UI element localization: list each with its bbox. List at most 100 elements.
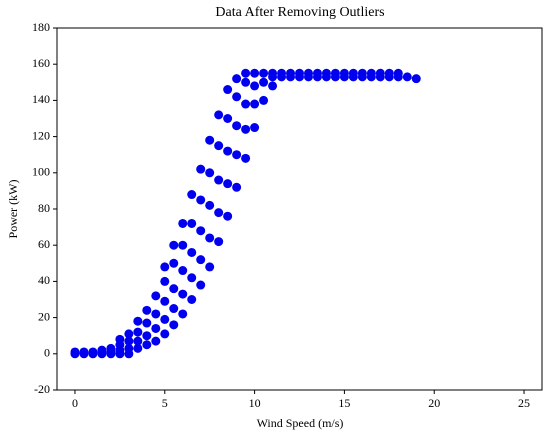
point: [366, 68, 376, 78]
y-tick-label: 0: [44, 346, 50, 360]
point: [259, 68, 269, 78]
plot-frame: [56, 27, 543, 391]
point: [250, 99, 260, 109]
y-tick-label: 120: [32, 128, 50, 142]
point: [187, 247, 197, 257]
point: [205, 262, 215, 272]
point: [303, 68, 313, 78]
chart-title: Data After Removing Outliers: [215, 5, 384, 20]
point: [160, 329, 170, 339]
point: [312, 68, 322, 78]
point: [160, 314, 170, 324]
x-tick-label: 5: [162, 396, 168, 410]
y-tick-label: 80: [38, 201, 50, 215]
point: [178, 289, 188, 299]
point: [169, 320, 179, 330]
point: [223, 179, 233, 189]
point: [169, 304, 179, 314]
point: [79, 347, 89, 357]
point: [232, 74, 242, 84]
point: [241, 77, 251, 87]
point: [268, 81, 278, 91]
point: [160, 262, 170, 272]
point: [169, 258, 179, 268]
point: [133, 316, 143, 326]
point: [133, 327, 143, 337]
x-tick-label: 25: [518, 396, 530, 410]
point: [223, 85, 233, 95]
x-axis-label: Wind Speed (m/s): [257, 416, 344, 430]
point: [187, 273, 197, 283]
point: [169, 240, 179, 250]
y-axis-label: Power (kW): [6, 180, 20, 239]
y-tick-label: 60: [38, 237, 50, 251]
point: [115, 334, 125, 344]
point: [241, 124, 251, 134]
point: [151, 291, 161, 301]
point: [232, 92, 242, 102]
point: [348, 68, 358, 78]
y-tick-label: -20: [34, 382, 50, 396]
point: [259, 95, 269, 105]
point: [250, 123, 260, 133]
point: [339, 68, 349, 78]
point: [196, 164, 206, 174]
point: [178, 218, 188, 228]
point: [241, 99, 251, 109]
point: [142, 305, 152, 315]
point: [384, 68, 394, 78]
point: [160, 276, 170, 286]
point: [214, 175, 224, 185]
point: [187, 218, 197, 228]
point: [124, 343, 134, 353]
point: [187, 190, 197, 200]
point: [411, 74, 421, 84]
x-tick-label: 10: [249, 396, 261, 410]
point: [250, 81, 260, 91]
point: [250, 68, 260, 78]
point: [151, 323, 161, 333]
point: [223, 211, 233, 221]
point: [259, 77, 269, 87]
point: [286, 68, 296, 78]
point: [295, 68, 304, 78]
point: [142, 331, 152, 341]
point: [196, 255, 206, 265]
point: [151, 336, 161, 346]
point: [232, 182, 242, 192]
y-tick-label: 40: [38, 273, 50, 287]
point: [88, 347, 98, 357]
point: [241, 153, 251, 163]
x-tick-label: 0: [72, 396, 78, 410]
y-tick-label: 180: [32, 20, 50, 34]
point: [214, 237, 224, 247]
point: [196, 280, 206, 290]
point: [133, 343, 143, 353]
x-tick-label: 20: [428, 396, 440, 410]
y-tick-label: 20: [38, 309, 50, 323]
point: [133, 336, 143, 346]
point: [214, 141, 224, 151]
point: [223, 114, 233, 123]
point: [106, 343, 116, 353]
point: [214, 208, 224, 218]
y-tick-label: 160: [32, 56, 50, 70]
point: [330, 68, 340, 78]
point: [151, 309, 161, 319]
point: [214, 110, 224, 120]
point: [124, 329, 134, 339]
point: [97, 345, 107, 355]
point: [357, 68, 367, 78]
point: [142, 340, 152, 350]
point: [232, 121, 242, 131]
point: [178, 240, 188, 250]
y-tick-label: 100: [32, 165, 50, 179]
point: [205, 135, 215, 145]
point: [196, 226, 206, 236]
point: [277, 68, 287, 78]
point: [178, 309, 188, 319]
point: [375, 68, 385, 78]
x-tick-label: 15: [338, 396, 350, 410]
point: [268, 68, 278, 78]
point: [205, 233, 215, 243]
